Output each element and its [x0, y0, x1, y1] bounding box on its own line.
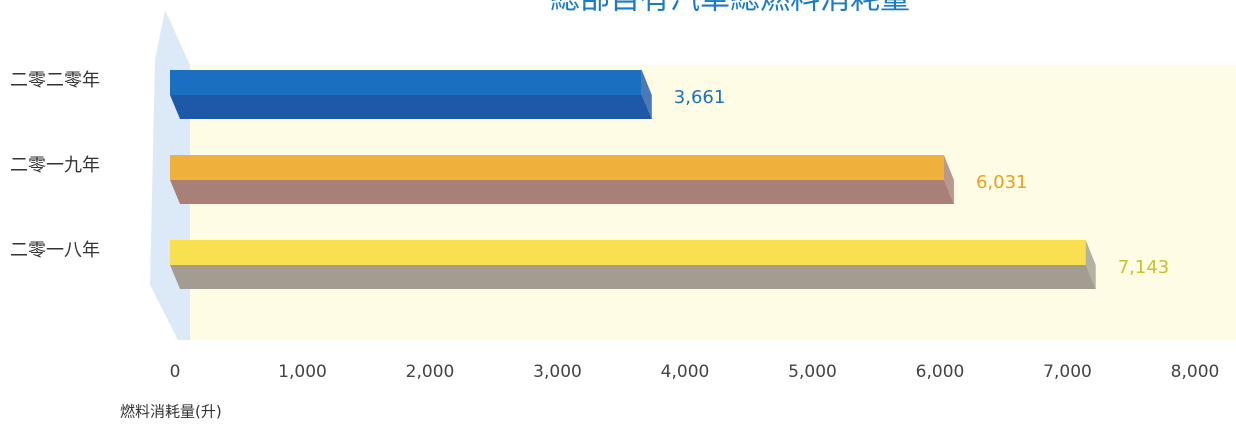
bar-top-face — [170, 155, 944, 180]
category-label: 二零一八年 — [10, 240, 100, 261]
x-tick-label: 7,000 — [1043, 362, 1092, 382]
x-tick-label: 5,000 — [788, 362, 837, 382]
category-label: 二零二零年 — [10, 70, 100, 91]
bar-front-face — [170, 265, 1096, 289]
bar-front-face — [170, 180, 954, 204]
value-label: 6,031 — [976, 172, 1028, 193]
x-tick-label: 1,000 — [278, 362, 327, 382]
x-tick-label: 2,000 — [406, 362, 455, 382]
x-tick-label: 6,000 — [916, 362, 965, 382]
bar-top-face — [170, 240, 1086, 265]
bar-end-cap — [641, 70, 652, 119]
bar-top-face — [170, 70, 642, 95]
x-axis-label: 燃料消耗量(升) — [120, 403, 222, 421]
chart-title: 總部自有汽車總燃料消耗量 — [550, 0, 910, 17]
x-tick-label: 4,000 — [661, 362, 710, 382]
x-tick-label: 3,000 — [533, 362, 582, 382]
category-label: 二零一九年 — [10, 155, 100, 176]
x-tick-label: 8,000 — [1171, 362, 1220, 382]
bar-front-face — [170, 95, 652, 119]
value-label: 3,661 — [674, 87, 726, 108]
bar-end-cap — [943, 155, 954, 204]
x-tick-label: 0 — [170, 362, 181, 382]
bar-end-cap — [1085, 240, 1096, 289]
value-label: 7,143 — [1118, 257, 1170, 278]
